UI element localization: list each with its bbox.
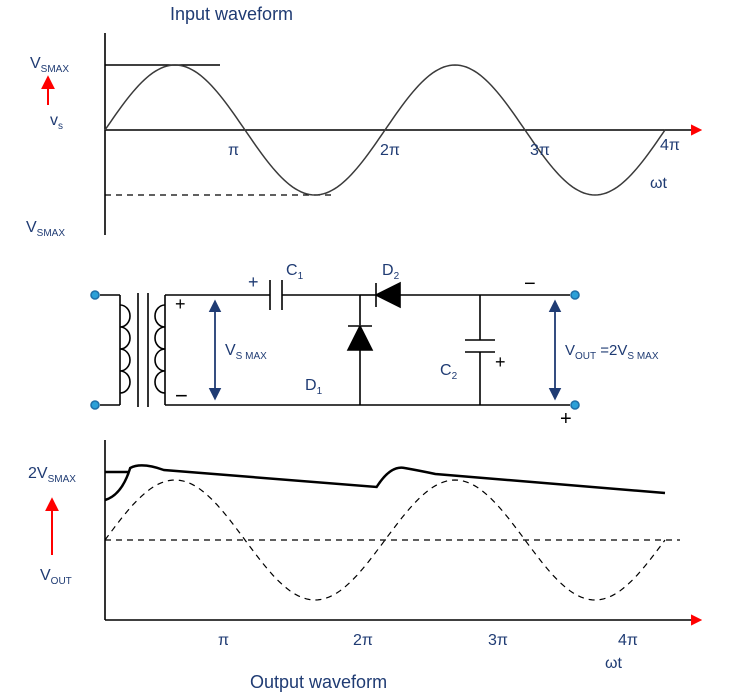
- diode-d1-icon: [348, 295, 372, 405]
- svg-text:−: −: [175, 383, 188, 408]
- xtick-3pi: 3π: [530, 142, 550, 159]
- vs-label: vs: [50, 112, 63, 132]
- input-waveform-chart: Input waveform VSMAX vs VSMAX π 2π 3π 4π…: [26, 4, 700, 239]
- out-xtick-2pi: 2π: [353, 632, 373, 649]
- xtick-2pi: 2π: [380, 142, 400, 159]
- output-top-node: [571, 291, 579, 299]
- svg-text:+: +: [248, 272, 259, 292]
- vout-axis-label: VOUT: [40, 567, 72, 587]
- input-xlabel: ωt: [650, 175, 667, 192]
- vsmax-bottom-label: VSMAX: [26, 219, 65, 239]
- d2-label: D2: [382, 262, 400, 282]
- output-waveform-chart: 2VSMAX VOUT π 2π 3π 4π ωt Output wavefor…: [28, 440, 700, 692]
- diode-d2-icon: [376, 283, 400, 307]
- svg-text:+: +: [560, 408, 572, 430]
- input-bottom-node: [91, 401, 99, 409]
- out-xtick-4pi: 4π: [618, 632, 638, 649]
- d1-label: D1: [305, 377, 323, 397]
- input-top-node: [91, 291, 99, 299]
- capacitor-c2-icon: [465, 295, 495, 405]
- 2vsmax-label: 2VSMAX: [28, 465, 76, 485]
- output-xlabel: ωt: [605, 655, 622, 672]
- out-xtick-3pi: 3π: [488, 632, 508, 649]
- voltage-doubler-circuit: + C1 D2 − + − VS MAX: [91, 262, 659, 430]
- vout-label: VOUT =2VS MAX: [565, 342, 659, 362]
- c1-label: C1: [286, 262, 304, 282]
- xtick-pi: π: [228, 142, 239, 159]
- vsmax-top-label: VSMAX: [30, 55, 69, 75]
- output-bottom-node: [571, 401, 579, 409]
- input-title: Input waveform: [170, 4, 293, 24]
- transformer-icon: [100, 293, 165, 407]
- xtick-4pi: 4π: [660, 137, 680, 154]
- output-title: Output waveform: [250, 672, 387, 692]
- svg-text:+: +: [495, 352, 506, 372]
- out-xtick-pi: π: [218, 632, 229, 649]
- c2-label: C2: [440, 362, 458, 382]
- svg-text:−: −: [524, 273, 536, 295]
- output-ripple-curve: [105, 465, 665, 500]
- vsmax-label: VS MAX: [225, 342, 267, 362]
- svg-text:+: +: [175, 294, 186, 314]
